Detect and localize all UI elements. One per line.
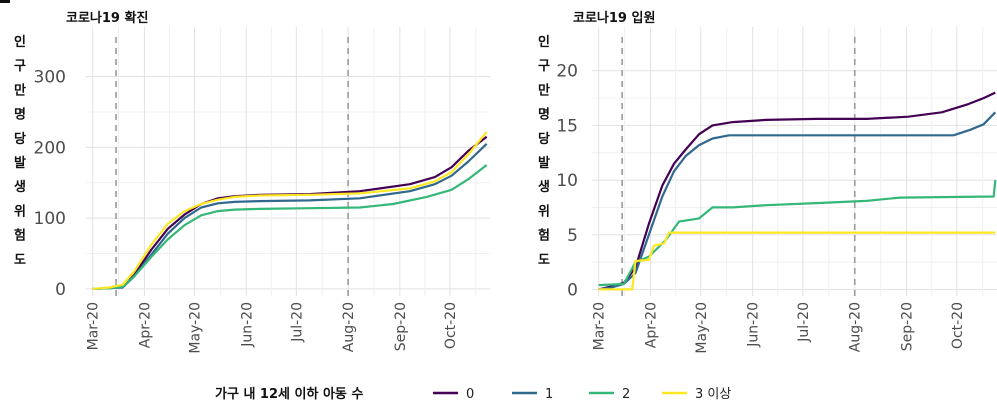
y-axis-label-char: 구 (538, 59, 550, 74)
y-axis-label-char: 위 (538, 204, 550, 219)
y-tick-label: 5 (567, 226, 578, 246)
series-line-3-이상 (92, 131, 488, 290)
y-axis-label-char: 명 (14, 107, 26, 123)
legend-label: 3 이상 (695, 387, 731, 402)
x-tick-label: Mar-20 (86, 302, 102, 350)
series-line-0 (92, 135, 488, 290)
y-axis-label-char: 발 (538, 155, 550, 171)
y-axis-label-char: 인 (538, 34, 550, 50)
y-axis-label-char: 생 (538, 180, 550, 195)
y-tick-label: 0 (567, 280, 578, 300)
x-tick-label: Jun-20 (239, 302, 255, 348)
y-tick-label: 100 (34, 209, 66, 229)
y-axis-label-char: 인 (14, 34, 26, 50)
y-axis-label-char: 구 (14, 59, 26, 74)
x-tick-label: Apr-20 (644, 302, 660, 348)
legend-label: 1 (545, 387, 553, 402)
y-tick-label: 20 (556, 62, 578, 82)
y-axis-label-char: 위 (14, 204, 26, 219)
y-tick-label: 0 (55, 280, 66, 300)
series-line-2 (92, 164, 488, 290)
y-tick-label: 10 (556, 171, 578, 191)
series-line-0 (598, 91, 996, 291)
x-tick-label: Sep-20 (900, 302, 916, 351)
x-tick-label: Oct-20 (443, 302, 459, 349)
y-axis-label-char: 당 (14, 131, 26, 147)
y-axis-label-char: 발 (14, 155, 26, 171)
x-tick-label: Jul-20 (289, 302, 305, 343)
y-axis-label-char: 당 (538, 131, 550, 147)
x-tick-label: Sep-20 (393, 302, 409, 351)
legend-item: 0 (433, 387, 474, 402)
x-tick-label: May-20 (188, 302, 204, 354)
x-tick-label: Oct-20 (950, 302, 966, 349)
legend-item: 2 (589, 387, 630, 402)
legend-item: 3 이상 (662, 387, 731, 402)
x-tick-label: Mar-20 (592, 302, 608, 350)
grid (592, 27, 997, 296)
x-tick-label: Jul-20 (796, 302, 812, 343)
series-line-1 (598, 111, 997, 291)
y-axis-label-char: 험 (14, 228, 26, 244)
legend-label: 0 (466, 387, 474, 402)
corner-mark (0, 0, 10, 3)
y-axis-label-char: 험 (538, 228, 550, 244)
x-tick-label: Jun-20 (746, 302, 762, 348)
y-axis-label-char: 도 (538, 253, 550, 268)
y-axis-label-char: 생 (14, 180, 26, 195)
legend-item: 1 (512, 387, 553, 402)
legend-label: 2 (622, 387, 630, 402)
legend: 가구 내 12세 이하 아동 수 0 1 2 3 이상 (215, 386, 731, 402)
y-axis-label-char: 도 (14, 253, 26, 268)
x-tick-label: Aug-20 (341, 302, 357, 352)
panel-title: 코로나19 입원 (573, 10, 655, 26)
x-tick-label: May-20 (694, 302, 710, 354)
y-tick-label: 15 (556, 116, 578, 136)
y-tick-label: 300 (34, 68, 66, 88)
series-line-3-이상 (598, 231, 996, 291)
series-line-1 (92, 143, 488, 290)
grid (86, 27, 490, 296)
y-axis-label-char: 만 (538, 82, 550, 98)
x-tick-label: Aug-20 (848, 302, 864, 352)
y-axis-label-char: 만 (14, 82, 26, 98)
x-tick-label: Apr-20 (137, 302, 153, 348)
panel-title: 코로나19 확진 (66, 10, 148, 26)
legend-title: 가구 내 12세 이하 아동 수 (215, 386, 363, 402)
y-tick-label: 200 (34, 138, 66, 158)
y-axis-label-char: 명 (538, 107, 550, 123)
